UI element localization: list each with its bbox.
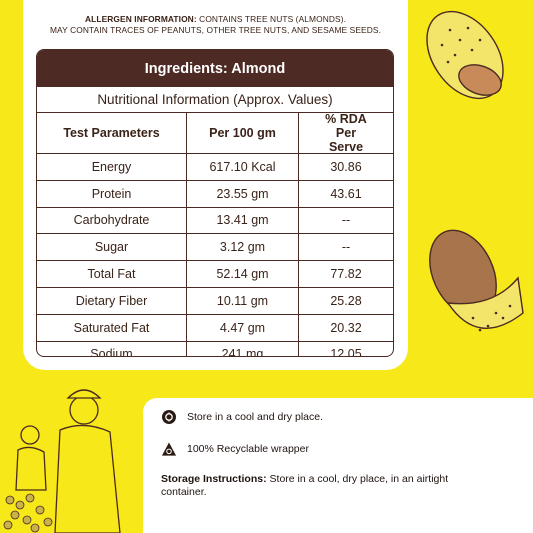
header-rda-per-serve: % RDA Per Serve — [325, 112, 367, 154]
row-per-100-gm: 3.12 gm — [187, 234, 299, 261]
table-row: Total Fat 52.14 gm 77.82 — [37, 261, 393, 288]
table-row: Sodium 241 mg 12.05 — [37, 341, 393, 357]
table-row: Dietary Fiber 10.11 gm 25.28 — [37, 287, 393, 315]
row-parameter: Sodium — [37, 341, 187, 356]
row-per-100-gm: 13.41 gm — [187, 207, 299, 234]
row-rda: 25.28 — [330, 293, 362, 308]
header-per-100-gm: Per 100 gm — [187, 113, 299, 153]
allergen-line-2: MAY CONTAIN TRACES OF PEANUTS, OTHER TRE… — [49, 25, 381, 35]
store-line: Store in a cool and dry place. — [161, 409, 323, 425]
table-title: Ingredients: Almond — [37, 50, 393, 87]
row-rda: 77.82 — [330, 267, 362, 282]
storage-text: Store in a cool, dry place, in an airtig… — [161, 473, 449, 498]
row-parameter: Carbohydrate — [37, 207, 187, 234]
table-header-row: Test Parameters Per 100 gm % RDA Per Ser… — [37, 112, 393, 154]
table-row: Sugar 3.12 gm -- — [37, 234, 393, 262]
row-per-100-gm: 4.47 gm — [187, 314, 299, 341]
table-row: Saturated Fat 4.47 gm 20.32 — [37, 314, 393, 342]
nutrition-table: Ingredients: Almond Nutritional Informat… — [36, 49, 394, 357]
row-parameter: Protein — [37, 180, 187, 207]
row-parameter: Energy — [37, 154, 187, 180]
table-subtitle: Nutritional Information (Approx. Values) — [37, 87, 393, 113]
row-rda: 20.32 — [330, 320, 362, 335]
header-test-parameters: Test Parameters — [37, 113, 187, 153]
cool-storage-icon — [161, 409, 177, 425]
table-row: Energy 617.10 Kcal 30.86 — [37, 154, 393, 181]
allergen-label: ALLERGEN INFORMATION: — [84, 14, 197, 24]
row-per-100-gm: 10.11 gm — [187, 287, 299, 314]
almond-illustration-right — [429, 229, 524, 332]
almond-illustration-top — [426, 10, 504, 100]
row-per-100-gm: 23.55 gm — [187, 180, 299, 207]
store-text: Store in a cool and dry place. — [187, 411, 323, 423]
nutrition-panel: ALLERGEN INFORMATION: CONTAINS TREE NUTS… — [23, 0, 408, 370]
row-per-100-gm: 52.14 gm — [187, 261, 299, 287]
row-rda: -- — [341, 240, 351, 255]
allergen-information: ALLERGEN INFORMATION: CONTAINS TREE NUTS… — [23, 14, 408, 36]
workers-illustration — [3, 389, 121, 533]
row-per-100-gm: 241 mg — [187, 341, 299, 356]
storage-label: Storage Instructions: — [161, 473, 267, 485]
allergen-line-1: CONTAINS TREE NUTS (ALMONDS). — [199, 14, 347, 24]
table-row: Carbohydrate 13.41 gm -- — [37, 207, 393, 235]
row-rda: 12.05 — [330, 347, 362, 357]
recycle-line: 100% Recyclable wrapper — [161, 441, 309, 457]
row-parameter: Sugar — [37, 234, 187, 261]
row-rda: -- — [341, 213, 351, 228]
row-rda: 43.61 — [330, 186, 362, 201]
row-rda: 30.86 — [330, 159, 362, 174]
row-parameter: Total Fat — [37, 261, 187, 287]
row-parameter: Dietary Fiber — [37, 287, 187, 314]
row-parameter: Saturated Fat — [37, 314, 187, 341]
storage-instructions: Storage Instructions: Store in a cool, d… — [161, 473, 461, 499]
storage-info-card: Store in a cool and dry place. 100% Recy… — [143, 398, 533, 533]
row-per-100-gm: 617.10 Kcal — [187, 154, 299, 180]
table-row: Protein 23.55 gm 43.61 — [37, 180, 393, 208]
recycle-text: 100% Recyclable wrapper — [187, 443, 309, 455]
recycle-icon — [161, 441, 177, 457]
